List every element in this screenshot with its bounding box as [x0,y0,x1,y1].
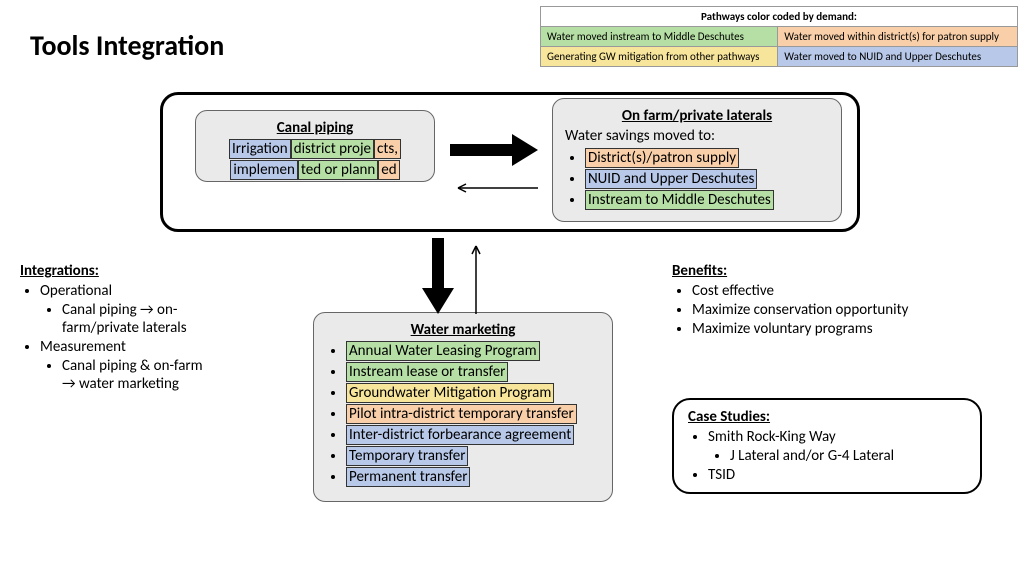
arrow-down-thick [420,238,460,326]
arrow-right-thick [450,132,550,172]
water-heading: Water marketing [326,321,600,339]
cases-box: Case Studies: Smith Rock-King Way J Late… [672,398,982,494]
legend-cell-blue: Water moved to NUID and Upper Deschutes [778,47,1018,67]
legend-cell-yellow: Generating GW mitigation from other path… [541,47,778,67]
page-title: Tools Integration [30,28,224,63]
canal-box: Canal piping Irrigation district project… [195,110,435,182]
list-item: Canal piping & on-farm→ water marketing [62,357,280,393]
legend-table: Pathways color coded by demand: Water mo… [540,6,1018,67]
list-item: Pilot intra-district temporary transfer [346,404,600,424]
arrow-left-thin [450,180,542,200]
list-item: Instream to Middle Deschutes [585,190,829,210]
list-item: Maximize voluntary programs [692,320,992,338]
farm-box: On farm/private laterals Water savings m… [552,98,842,222]
farm-subtitle: Water savings moved to: [565,127,829,147]
cases-heading: Case Studies: [688,408,966,426]
legend-header: Pathways color coded by demand: [541,7,1018,27]
list-item: Temporary transfer [346,446,600,466]
benefits-block: Benefits: Cost effectiveMaximize conserv… [672,262,992,339]
farm-heading: On farm/private laterals [565,107,829,125]
list-item: NUID and Upper Deschutes [585,169,829,189]
legend-cell-green: Water moved instream to Middle Deschutes [541,27,778,47]
list-item: Canal piping → on-farm/private laterals [62,301,280,337]
legend-cell-orange: Water moved within district(s) for patro… [778,27,1018,47]
water-box: Water marketing Annual Water Leasing Pro… [313,312,613,502]
list-item: Operational Canal piping → on-farm/priva… [40,282,280,337]
arrow-up-thin [468,238,488,318]
integrations-heading: Integrations: [20,262,280,280]
list-item: Instream lease or transfer [346,362,600,382]
list-item: Permanent transfer [346,467,600,487]
list-item: Measurement Canal piping & on-farm→ wate… [40,338,280,393]
canal-heading: Canal piping [208,119,422,137]
list-item: Cost effective [692,282,992,300]
list-item: J Lateral and/or G-4 Lateral [730,447,966,465]
farm-items: District(s)/patron supplyNUID and Upper … [565,148,829,210]
list-item: Smith Rock-King Way J Lateral and/or G-4… [708,428,966,465]
list-item: District(s)/patron supply [585,148,829,168]
canal-text: Irrigation district projects,implemented… [208,139,422,180]
benefits-heading: Benefits: [672,262,992,280]
list-item: Inter-district forbearance agreement [346,425,600,445]
integrations-block: Integrations: Operational Canal piping →… [20,262,280,394]
list-item: Maximize conservation opportunity [692,301,992,319]
list-item: TSID [708,466,966,484]
list-item: Annual Water Leasing Program [346,341,600,361]
list-item: Groundwater Mitigation Program [346,383,600,403]
water-items: Annual Water Leasing ProgramInstream lea… [326,341,600,487]
